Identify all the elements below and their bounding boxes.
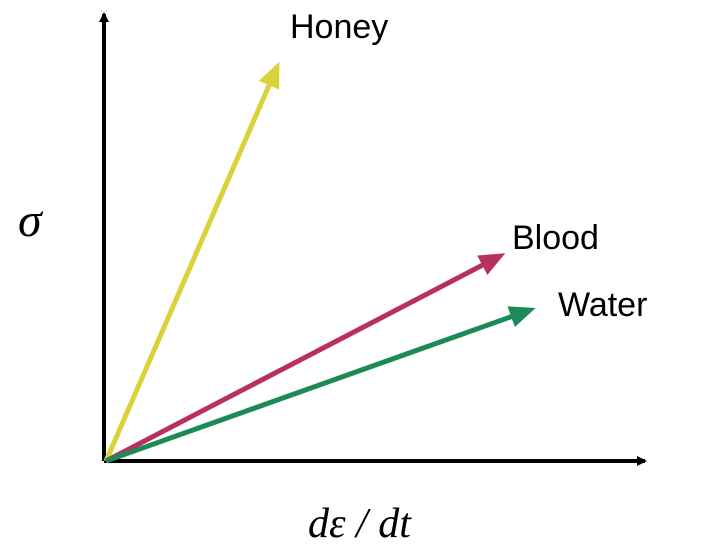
honey-label: Honey (290, 8, 388, 46)
x-axis-label: dε / dt (308, 501, 412, 547)
blood-label: Blood (512, 219, 599, 257)
honey-line (103, 61, 280, 462)
water-line (105, 306, 536, 464)
water-label: Water (558, 286, 647, 324)
y-axis-label: σ (18, 194, 44, 247)
blood-line (104, 253, 506, 464)
